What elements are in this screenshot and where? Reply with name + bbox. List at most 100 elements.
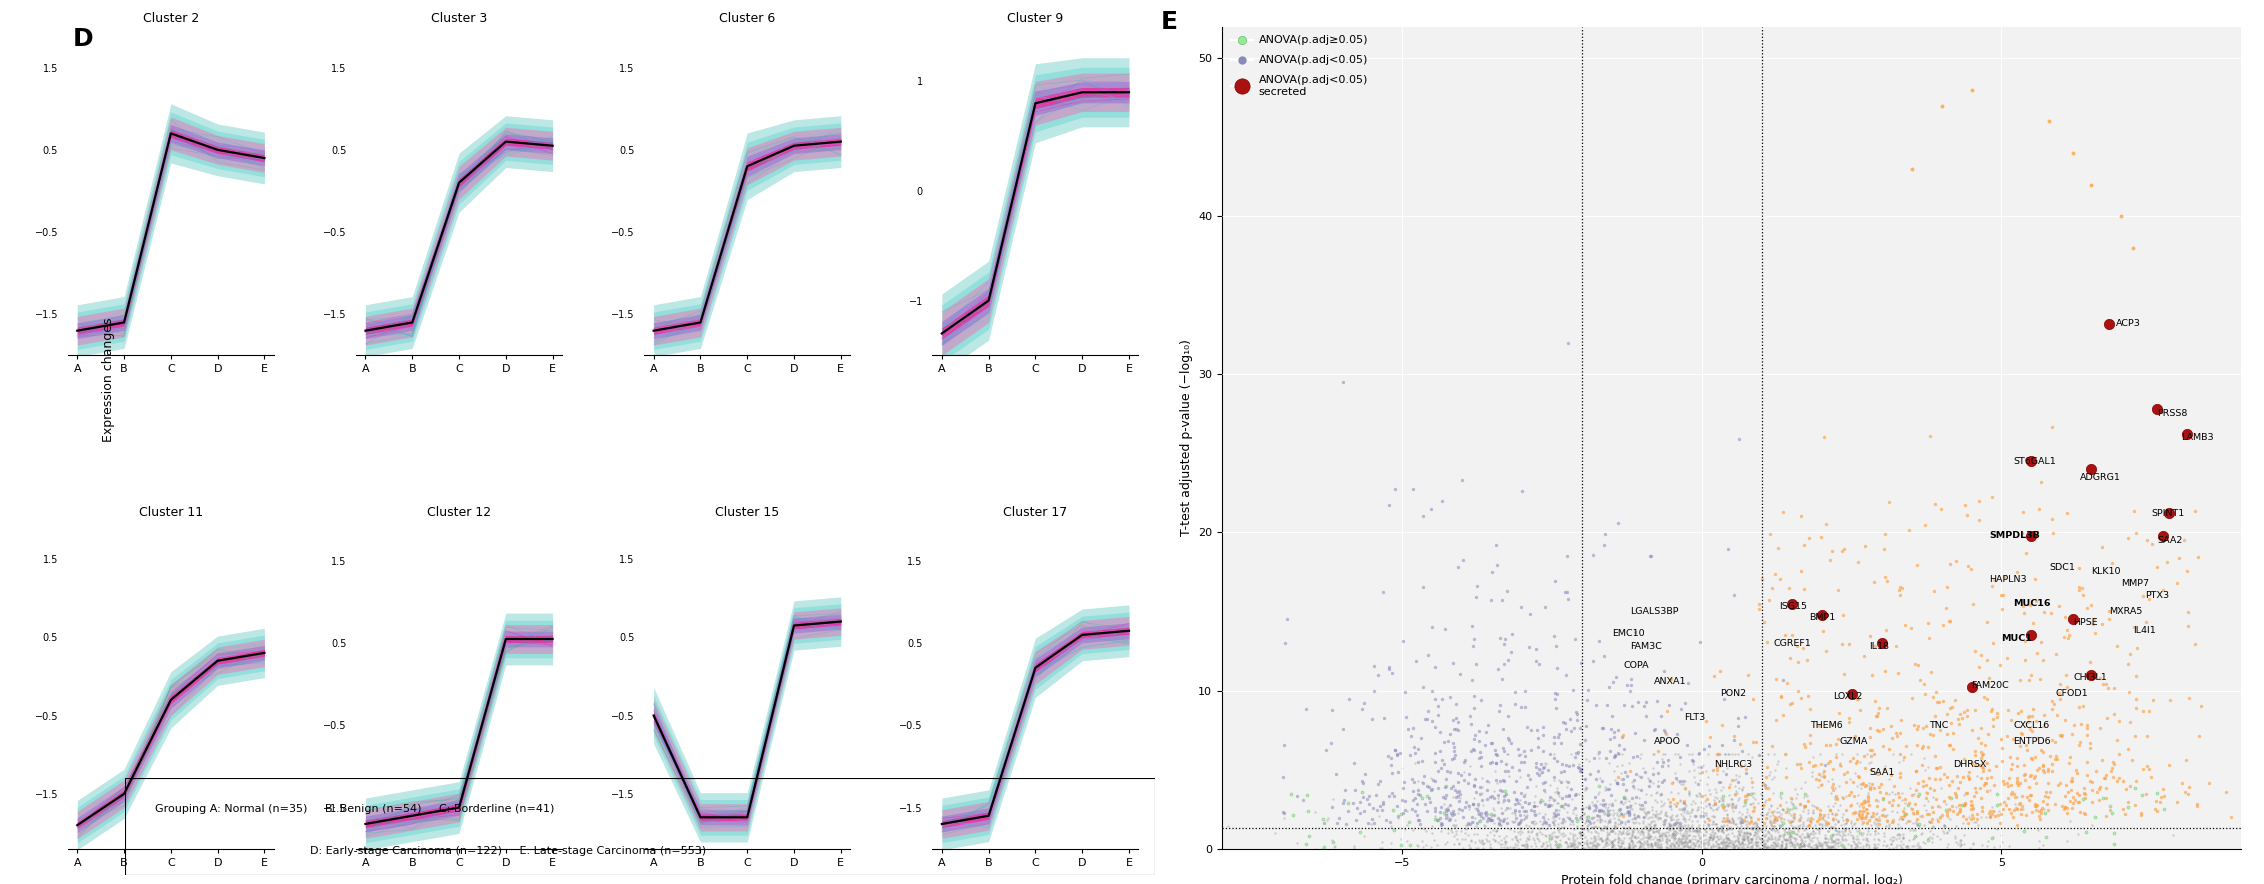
Point	[1435, 736, 1472, 751]
Point	[1780, 836, 1816, 850]
Point	[1426, 622, 1463, 636]
Point	[1927, 826, 1963, 840]
Point	[1621, 695, 1657, 709]
Point	[1478, 823, 1515, 837]
Point	[1639, 785, 1675, 799]
Point	[1639, 766, 1675, 780]
Point	[1809, 814, 1845, 828]
Point	[1406, 769, 1442, 783]
Point	[1721, 824, 1757, 838]
Point	[1884, 786, 1920, 800]
Point	[1743, 831, 1780, 845]
Point	[1773, 814, 1809, 828]
Point	[1793, 813, 1829, 827]
Point	[1657, 835, 1693, 850]
Point	[1630, 773, 1666, 787]
Point	[2074, 795, 2110, 809]
Point	[1931, 812, 1967, 827]
Point	[1736, 826, 1773, 840]
Point	[1653, 821, 1689, 835]
Point	[1646, 817, 1682, 831]
Point	[1517, 836, 1553, 850]
Point	[1585, 840, 1621, 854]
Point	[1669, 841, 1705, 855]
Point	[2026, 708, 2063, 722]
Point	[1388, 804, 1424, 819]
Point	[1927, 794, 1963, 808]
Point	[2051, 756, 2087, 770]
Point	[1705, 834, 1741, 848]
Point	[1743, 823, 1780, 837]
Point	[1650, 825, 1687, 839]
Point	[1435, 721, 1472, 735]
Point	[1637, 818, 1673, 832]
Point	[1999, 771, 2035, 785]
Point	[1447, 766, 1483, 780]
Point	[1813, 839, 1850, 853]
Point	[1517, 798, 1553, 812]
Point	[1664, 842, 1700, 856]
Point	[1669, 828, 1705, 842]
Point	[1743, 835, 1780, 850]
Point	[1662, 832, 1698, 846]
Point	[1453, 833, 1490, 847]
Point	[1578, 835, 1614, 850]
Point	[1678, 837, 1714, 851]
Point	[1601, 825, 1637, 839]
Point	[1361, 809, 1397, 823]
Point	[1596, 834, 1632, 848]
Point	[1739, 818, 1775, 832]
Point	[1576, 815, 1612, 829]
Text: BMP1: BMP1	[1809, 613, 1836, 622]
Point	[1875, 785, 1911, 799]
Point	[1578, 789, 1614, 804]
Point	[1553, 817, 1589, 831]
Point	[2017, 799, 2053, 813]
Point	[1551, 826, 1587, 840]
Point	[1696, 828, 1732, 842]
Point	[1816, 819, 1852, 834]
Text: APOO: APOO	[1653, 736, 1680, 745]
Point	[2051, 795, 2087, 809]
Point	[1852, 629, 1888, 643]
Point	[1499, 793, 1535, 807]
Point	[2106, 802, 2142, 816]
Point	[2151, 507, 2187, 521]
Point	[1723, 840, 1759, 854]
Point	[1490, 811, 1526, 825]
Point	[1687, 836, 1723, 850]
Point	[1721, 841, 1757, 855]
Point	[1553, 781, 1589, 796]
Point	[1777, 831, 1813, 845]
Point	[1902, 819, 1938, 833]
Point	[1789, 813, 1825, 827]
Point	[1653, 830, 1689, 844]
Point	[1836, 766, 1872, 780]
Point	[1687, 827, 1723, 842]
Point	[1764, 835, 1800, 850]
Point	[1832, 772, 1868, 786]
Point	[1752, 797, 1789, 812]
Point	[1784, 839, 1820, 853]
Point	[1530, 790, 1567, 804]
Point	[1576, 838, 1612, 852]
Point	[1594, 838, 1630, 852]
Point	[2008, 743, 2044, 758]
Point	[1567, 835, 1603, 850]
Point	[1678, 823, 1714, 837]
Point	[1727, 817, 1764, 831]
Point	[1700, 837, 1736, 851]
Point	[1671, 784, 1707, 798]
Point	[1793, 769, 1829, 783]
Point	[1997, 801, 2033, 815]
Point	[1460, 751, 1497, 765]
Point	[1902, 809, 1938, 823]
Point	[1569, 692, 1605, 706]
Point	[1481, 812, 1517, 826]
Point	[1605, 821, 1641, 835]
Point	[1630, 827, 1666, 841]
Point	[1816, 762, 1852, 776]
Point	[1605, 831, 1641, 845]
Point	[1562, 764, 1598, 778]
Point	[1596, 765, 1632, 779]
